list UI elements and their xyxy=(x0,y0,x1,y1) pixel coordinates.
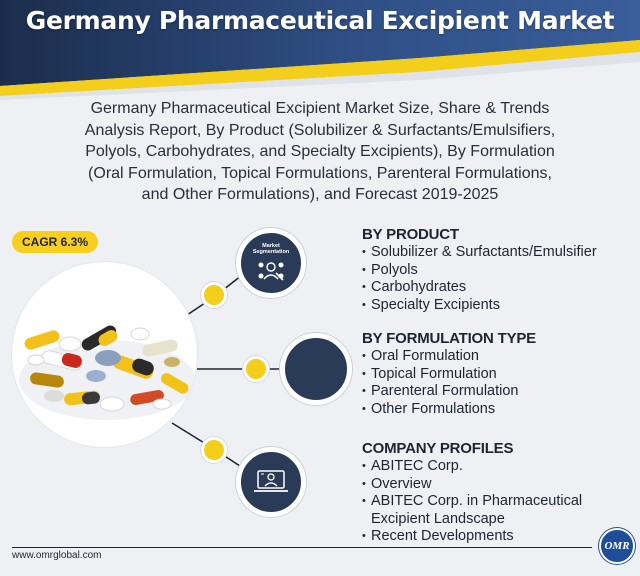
list-item: Polyols xyxy=(362,262,634,280)
laptop-user-icon xyxy=(254,470,288,492)
pills-illustration xyxy=(19,325,195,420)
footer-divider xyxy=(12,547,592,548)
list-item: ABITEC Corp. in Pharmaceutical Excipient… xyxy=(362,493,634,528)
subtitle-line: Polyols, Carbohydrates, and Specialty Ex… xyxy=(85,143,555,161)
page-title: Germany Pharmaceutical Excipient Market xyxy=(25,6,615,35)
people-network-icon xyxy=(258,262,284,281)
subtitle-line: Germany Pharmaceutical Excipient Market … xyxy=(90,100,550,117)
market-segmentation-node: Market Segmentation xyxy=(236,228,306,298)
report-subtitle: Germany Pharmaceutical Excipient Market … xyxy=(30,98,610,206)
pills-image xyxy=(12,262,197,447)
list-item: Topical Formulation xyxy=(362,366,634,384)
by-formulation-section: BY FORMULATION TYPE Oral Formulation Top… xyxy=(362,330,634,418)
list-item: Parenteral Formulation xyxy=(362,383,634,401)
list-item: Carbohydrates xyxy=(362,279,634,297)
product-list: Solubilizer & Surfactants/Emulsifier Pol… xyxy=(362,244,634,314)
formulation-list: Oral Formulation Topical Formulation Par… xyxy=(362,348,634,418)
company-profiles-section: COMPANY PROFILES ABITEC Corp. Overview A… xyxy=(362,440,634,546)
connector-dot xyxy=(201,282,227,308)
list-item: ABITEC Corp. xyxy=(362,458,634,476)
list-item: Other Formulations xyxy=(362,401,634,419)
website-link[interactable]: www.omrglobal.com xyxy=(12,550,102,561)
node-label-line: Market xyxy=(262,243,280,249)
formulation-node xyxy=(280,333,352,405)
subtitle-line: (Oral Formulation, Topical Formulations,… xyxy=(88,164,552,182)
omr-logo: OMR xyxy=(599,528,635,564)
cagr-badge: CAGR 6.3% xyxy=(12,231,98,253)
list-item: Specialty Excipients xyxy=(362,297,634,315)
list-item: Oral Formulation xyxy=(362,348,634,366)
section-heading: BY FORMULATION TYPE xyxy=(362,330,536,347)
header-background xyxy=(0,0,640,100)
subtitle-line: and Other Formulations), and Forecast 20… xyxy=(141,186,499,204)
section-heading: COMPANY PROFILES xyxy=(362,440,514,457)
connector-dot xyxy=(201,437,227,463)
list-item: Solubilizer & Surfactants/Emulsifier xyxy=(362,244,634,262)
section-heading: BY PRODUCT xyxy=(362,226,459,243)
by-product-section: BY PRODUCT Solubilizer & Surfactants/Emu… xyxy=(362,226,634,314)
company-profiles-node xyxy=(236,447,306,517)
connector-dot xyxy=(243,356,269,382)
list-item: Overview xyxy=(362,476,634,494)
header-banner: Germany Pharmaceutical Excipient Market xyxy=(0,0,640,100)
subtitle-line: Analysis Report, By Product (Solubilizer… xyxy=(84,121,556,139)
company-list: ABITEC Corp. Overview ABITEC Corp. in Ph… xyxy=(362,458,634,546)
node-label-line: Segmentation xyxy=(252,249,290,255)
list-item: Recent Developments xyxy=(362,528,634,546)
